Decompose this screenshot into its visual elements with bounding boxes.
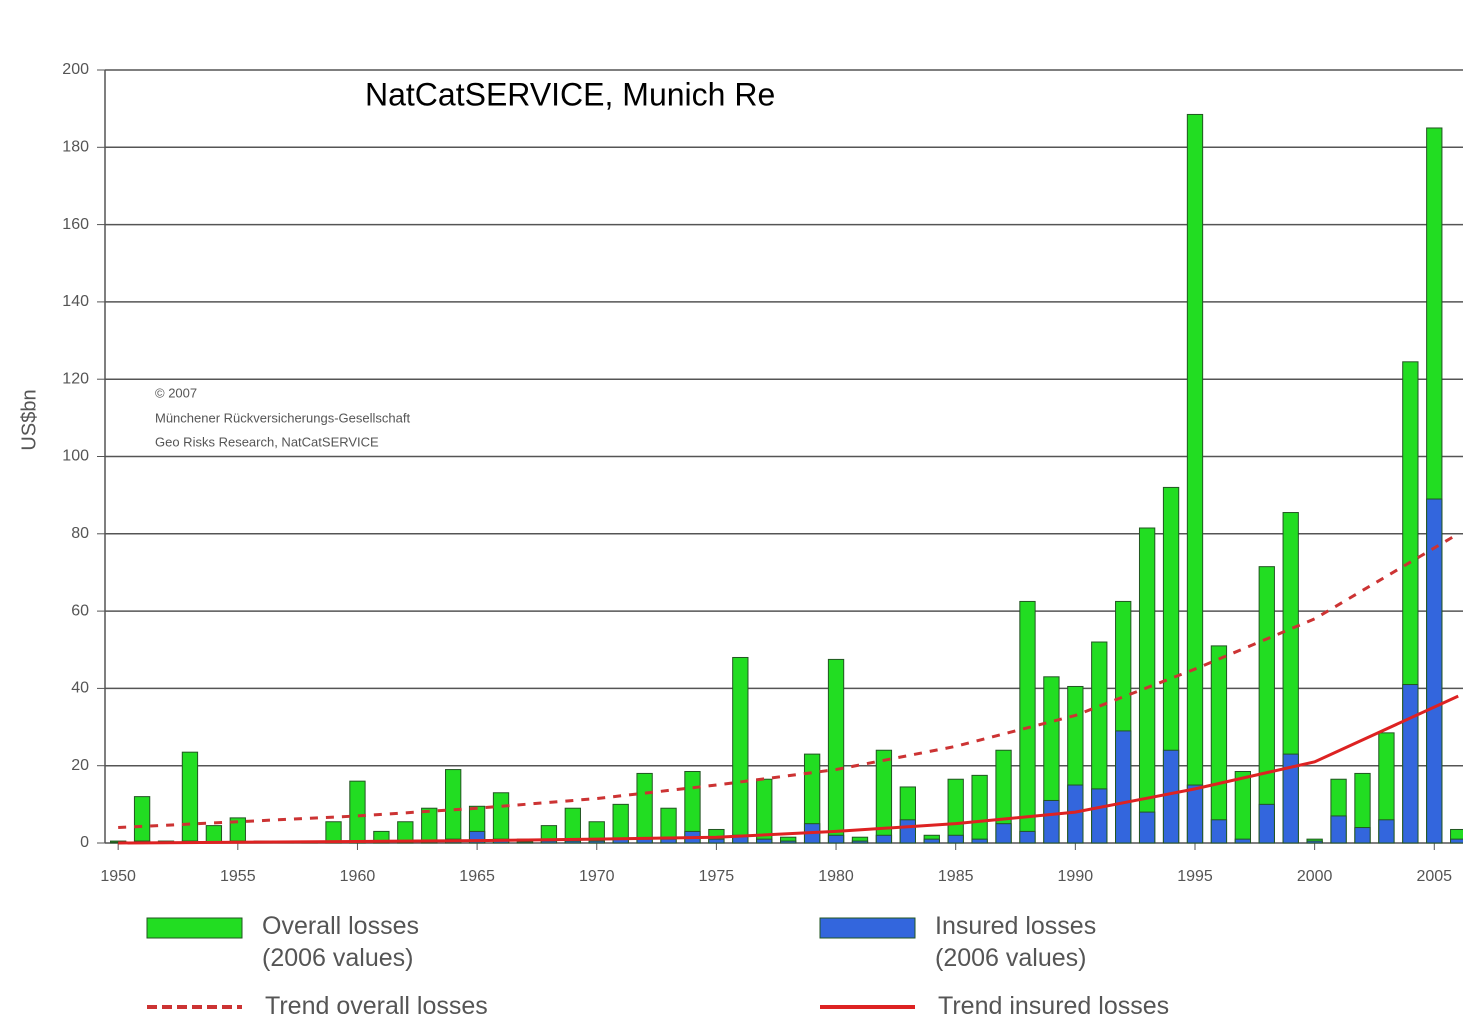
y-tick-label: 40	[71, 680, 89, 697]
bar	[1186, 113, 1204, 844]
bar	[660, 838, 677, 844]
bar	[1402, 684, 1419, 844]
y-tick-label: 80	[71, 525, 89, 542]
bar	[1186, 784, 1204, 844]
y-tick-label: 140	[62, 293, 89, 310]
x-tick-label: 1980	[818, 868, 854, 885]
y-tick-label: 180	[62, 139, 89, 156]
bar	[1354, 827, 1371, 844]
bar	[205, 825, 223, 844]
x-tick-label: 1965	[459, 868, 495, 885]
bar	[636, 772, 653, 844]
bar	[1162, 749, 1180, 844]
bar	[971, 838, 988, 844]
bar	[445, 769, 462, 844]
bar	[732, 656, 749, 844]
bar	[780, 840, 797, 844]
x-tick-label: 2005	[1416, 868, 1452, 885]
bar	[947, 778, 964, 844]
bar	[492, 792, 510, 844]
trend-line	[118, 694, 1459, 845]
x-tick-label: 1960	[340, 868, 376, 885]
bar	[947, 834, 964, 844]
y-tick-label: 160	[62, 216, 89, 233]
y-tick-label: 200	[62, 61, 89, 78]
bar	[1306, 840, 1323, 844]
bar	[1019, 830, 1036, 844]
legend-label: Trend overall losses	[265, 992, 488, 1020]
note: Münchener Rückversicherungs-Gesellschaft	[155, 410, 410, 425]
bar	[1138, 811, 1156, 844]
bar	[1234, 770, 1252, 844]
bar	[1043, 799, 1060, 844]
bar	[516, 841, 534, 844]
bar	[1426, 498, 1443, 844]
bar	[827, 658, 845, 844]
y-tick-label: 120	[62, 370, 89, 387]
bar	[756, 838, 773, 844]
legend-label: Trend insured losses	[938, 992, 1170, 1020]
bar	[1450, 838, 1463, 844]
bar	[181, 751, 199, 844]
x-tick-label: 1955	[220, 868, 256, 885]
x-tick-label: 1995	[1177, 868, 1213, 885]
bar	[1378, 819, 1395, 844]
y-tick-label: 20	[71, 757, 89, 774]
bar	[1019, 600, 1036, 844]
legend-swatch	[819, 917, 916, 939]
bar	[851, 840, 869, 844]
x-tick-label: 1990	[1058, 868, 1094, 885]
bar	[325, 821, 342, 844]
y-axis-label: US$bn	[18, 389, 40, 450]
bar	[133, 796, 151, 844]
bar	[564, 840, 581, 844]
legend-label: Overall losses (2006 values)	[262, 912, 419, 972]
bar	[1091, 788, 1108, 844]
bar	[1210, 645, 1228, 844]
x-tick-label: 1985	[938, 868, 974, 885]
bar	[827, 834, 845, 844]
legend-label: Insured losses (2006 values)	[935, 912, 1097, 972]
bar	[349, 780, 366, 844]
bar	[899, 819, 916, 844]
bar	[1258, 566, 1275, 844]
y-tick-label: 0	[80, 834, 89, 851]
legend-swatch	[146, 917, 243, 939]
y-tick-label: 60	[71, 602, 89, 619]
trend-line	[118, 532, 1459, 830]
bar	[1115, 730, 1132, 844]
y-tick-label: 100	[62, 448, 89, 465]
x-tick-label: 2000	[1297, 868, 1333, 885]
bar	[1234, 838, 1252, 844]
chart-title: NatCatSERVICE, Munich Re	[365, 76, 775, 112]
note: Geo Risks Research, NatCatSERVICE	[155, 434, 379, 449]
note: © 2007	[155, 385, 197, 400]
x-tick-label: 1970	[579, 868, 615, 885]
bar	[588, 840, 605, 844]
bar	[540, 840, 558, 844]
bar	[1258, 803, 1275, 844]
bar	[1210, 819, 1228, 844]
bar	[995, 823, 1012, 844]
bar	[708, 838, 725, 844]
bar	[564, 807, 581, 844]
bar	[1282, 753, 1299, 844]
x-tick-label: 1975	[699, 868, 735, 885]
bar	[971, 774, 988, 844]
bar	[1330, 815, 1347, 844]
bar	[923, 838, 940, 844]
bar	[875, 834, 893, 844]
x-tick-label: 1950	[100, 868, 136, 885]
bar	[421, 807, 438, 844]
bar	[468, 830, 486, 844]
